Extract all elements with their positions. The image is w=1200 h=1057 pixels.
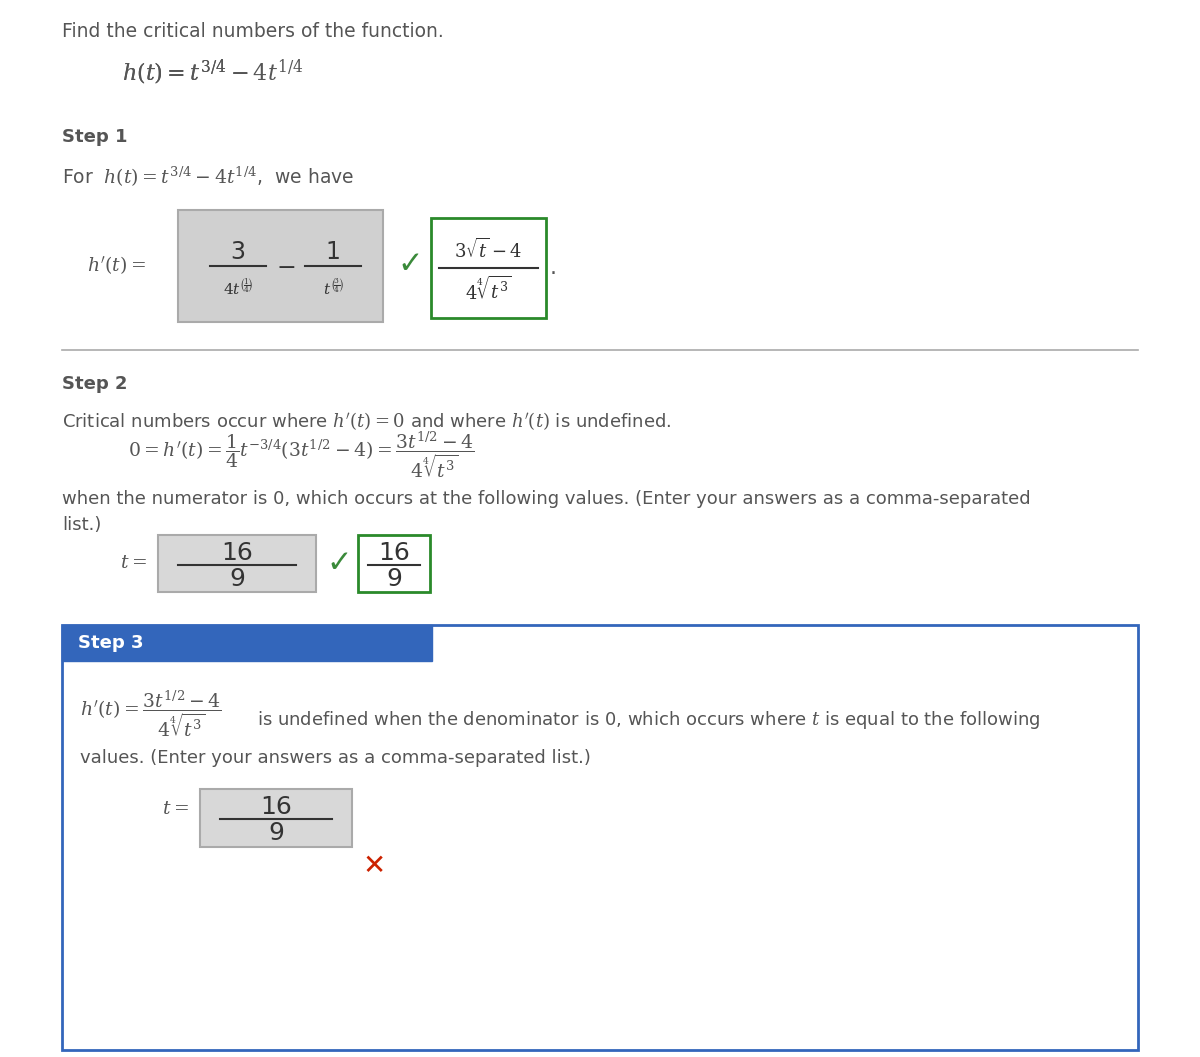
Text: $h(t) = t^{3/4} - {}$: $h(t) = t^{3/4} - {}$ <box>122 58 248 88</box>
Text: $4\sqrt[4]{t^3}$: $4\sqrt[4]{t^3}$ <box>466 276 512 304</box>
Text: $h(t) = t^{3/4} - 4t^{1/4}$: $h(t) = t^{3/4} - 4t^{1/4}$ <box>122 58 304 88</box>
Text: $3\sqrt{t} - 4$: $3\sqrt{t} - 4$ <box>455 238 522 262</box>
Text: 9: 9 <box>386 567 402 591</box>
Bar <box>358 535 430 592</box>
Text: .: . <box>550 258 557 278</box>
Bar <box>178 210 383 322</box>
Text: 16: 16 <box>260 795 292 819</box>
Text: For  $h(t) = t^{3/4} - 4t^{1/4}$,  we have: For $h(t) = t^{3/4} - 4t^{1/4}$, we have <box>62 165 354 189</box>
Text: 16: 16 <box>378 541 410 565</box>
Text: ✓: ✓ <box>326 549 352 578</box>
Text: Step 1: Step 1 <box>62 128 127 146</box>
Text: list.): list.) <box>62 516 101 534</box>
Text: 1: 1 <box>325 240 341 264</box>
Bar <box>200 789 352 847</box>
Text: is undefined when the denominator is 0, which occurs where $t$ is equal to the f: is undefined when the denominator is 0, … <box>257 709 1040 731</box>
Text: $-$: $-$ <box>276 254 295 278</box>
Bar <box>158 535 316 592</box>
Text: $h'(t) =$: $h'(t) =$ <box>88 254 146 276</box>
Text: Step 2: Step 2 <box>62 375 127 393</box>
Text: 3: 3 <box>230 240 246 264</box>
Text: 9: 9 <box>229 567 245 591</box>
Text: ✕: ✕ <box>362 852 385 880</box>
Text: 16: 16 <box>221 541 253 565</box>
Text: $t =$: $t =$ <box>120 553 146 572</box>
Bar <box>62 625 432 661</box>
Text: when the numerator is 0, which occurs at the following values. (Enter your answe: when the numerator is 0, which occurs at… <box>62 490 1031 508</box>
Text: Critical numbers occur where $h'(t) = 0$ and where $h'(t)$ is undefined.: Critical numbers occur where $h'(t) = 0$… <box>62 410 672 432</box>
Bar <box>62 625 1138 1050</box>
Text: 9: 9 <box>268 821 284 845</box>
Text: ✓: ✓ <box>397 251 422 279</box>
Text: $t =$: $t =$ <box>162 799 188 818</box>
Text: $0 = h'(t) = \dfrac{1}{4}t^{-3/4}(3t^{1/2} - 4) = \dfrac{3t^{1/2} - 4}{4\sqrt[4]: $0 = h'(t) = \dfrac{1}{4}t^{-3/4}(3t^{1/… <box>128 429 474 481</box>
Text: $h'(t) = \dfrac{3t^{1/2} - 4}{4\sqrt[4]{t^3}}$: $h'(t) = \dfrac{3t^{1/2} - 4}{4\sqrt[4]{… <box>80 689 222 740</box>
Text: $4t^{\left(\!\frac{1}{4}\!\right)}$: $4t^{\left(\!\frac{1}{4}\!\right)}$ <box>223 278 253 298</box>
Text: Find the critical numbers of the function.: Find the critical numbers of the functio… <box>62 22 444 41</box>
Text: Step 3: Step 3 <box>78 634 144 652</box>
Bar <box>431 218 546 318</box>
Text: values. (Enter your answers as a comma-separated list.): values. (Enter your answers as a comma-s… <box>80 749 590 767</box>
Text: $t^{\left(\!\frac{3}{4}\!\right)}$: $t^{\left(\!\frac{3}{4}\!\right)}$ <box>323 278 343 298</box>
